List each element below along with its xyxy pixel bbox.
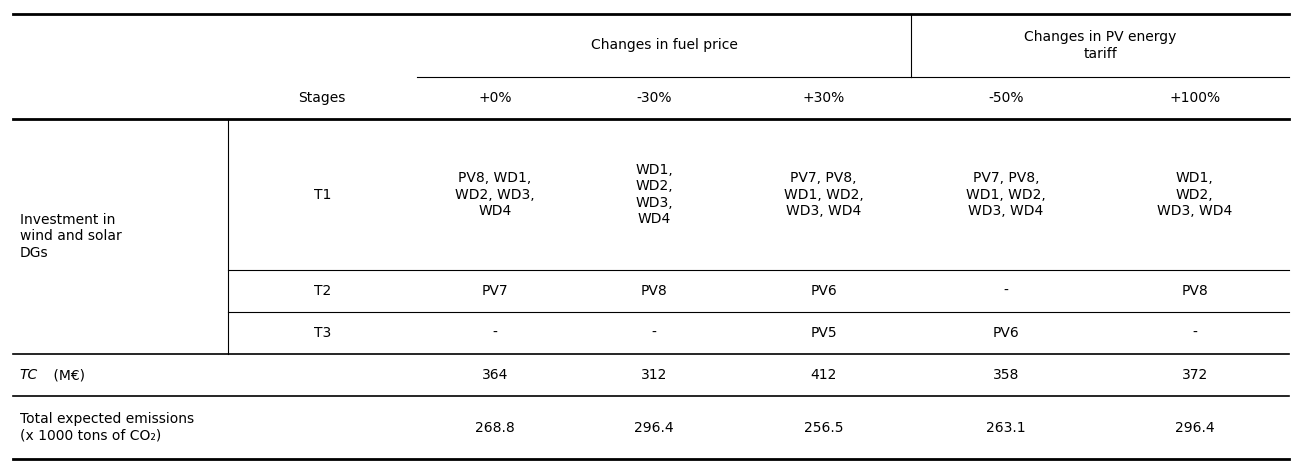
Text: T1: T1 — [314, 187, 331, 202]
Text: 364: 364 — [482, 368, 508, 382]
Text: Changes in fuel price: Changes in fuel price — [591, 38, 737, 53]
Text: 268.8: 268.8 — [475, 420, 514, 435]
Text: Total expected emissions
(x 1000 tons of CO₂): Total expected emissions (x 1000 tons of… — [20, 412, 194, 443]
Text: PV7: PV7 — [482, 284, 508, 298]
Text: (M€): (M€) — [49, 368, 86, 382]
Text: WD1,
WD2,
WD3, WD4: WD1, WD2, WD3, WD4 — [1157, 171, 1232, 218]
Text: -50%: -50% — [988, 91, 1023, 105]
Text: PV5: PV5 — [810, 326, 837, 340]
Text: PV8, WD1,
WD2, WD3,
WD4: PV8, WD1, WD2, WD3, WD4 — [454, 171, 535, 218]
Text: -: - — [1004, 284, 1008, 298]
Text: WD1,
WD2,
WD3,
WD4: WD1, WD2, WD3, WD4 — [635, 163, 673, 226]
Text: 372: 372 — [1181, 368, 1208, 382]
Text: 412: 412 — [810, 368, 837, 382]
Text: 256.5: 256.5 — [803, 420, 844, 435]
Text: 263.1: 263.1 — [986, 420, 1026, 435]
Text: PV7, PV8,
WD1, WD2,
WD3, WD4: PV7, PV8, WD1, WD2, WD3, WD4 — [966, 171, 1046, 218]
Text: 312: 312 — [641, 368, 668, 382]
Text: T2: T2 — [314, 284, 331, 298]
Text: PV8: PV8 — [1181, 284, 1208, 298]
Text: +100%: +100% — [1169, 91, 1220, 105]
Text: Stages: Stages — [298, 91, 346, 105]
Text: 358: 358 — [992, 368, 1019, 382]
Text: -30%: -30% — [637, 91, 672, 105]
Text: PV7, PV8,
WD1, WD2,
WD3, WD4: PV7, PV8, WD1, WD2, WD3, WD4 — [784, 171, 863, 218]
Text: Changes in PV energy
tariff: Changes in PV energy tariff — [1023, 30, 1177, 61]
Text: -: - — [652, 326, 656, 340]
Text: +30%: +30% — [802, 91, 845, 105]
Text: TC: TC — [20, 368, 38, 382]
Text: PV6: PV6 — [810, 284, 837, 298]
Text: -: - — [492, 326, 497, 340]
Text: 296.4: 296.4 — [1174, 420, 1215, 435]
Text: 296.4: 296.4 — [634, 420, 674, 435]
Text: PV8: PV8 — [641, 284, 668, 298]
Text: -: - — [1193, 326, 1197, 340]
Text: PV6: PV6 — [992, 326, 1019, 340]
Text: T3: T3 — [314, 326, 331, 340]
Text: Investment in
wind and solar
DGs: Investment in wind and solar DGs — [20, 213, 121, 260]
Text: +0%: +0% — [478, 91, 512, 105]
